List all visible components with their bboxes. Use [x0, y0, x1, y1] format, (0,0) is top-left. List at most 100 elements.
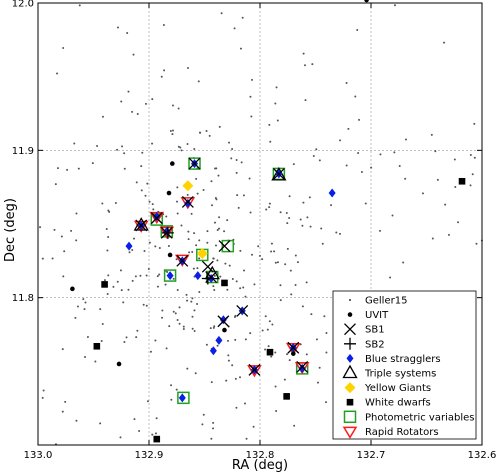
geller15-point	[112, 285, 115, 288]
geller15-point	[299, 343, 302, 346]
geller15-point	[225, 379, 228, 382]
geller15-point	[317, 381, 320, 384]
geller15-point	[198, 239, 201, 242]
geller15-point	[147, 267, 150, 270]
geller15-point	[273, 250, 276, 253]
geller15-point	[194, 372, 197, 375]
photometric-variable-point	[188, 157, 201, 170]
geller15-point	[101, 323, 104, 326]
white-dwarf-point	[283, 393, 290, 400]
geller15-point	[135, 336, 138, 339]
blue-straggler-point	[153, 212, 161, 222]
geller15-point	[196, 192, 199, 195]
x-tick-label: 132.8	[246, 450, 275, 461]
geller15-point	[231, 277, 234, 280]
geller15-point	[162, 24, 165, 27]
geller15-point	[42, 389, 45, 392]
photometric-variable-point	[221, 239, 235, 253]
geller15-point	[39, 226, 42, 229]
geller15-point	[177, 107, 180, 110]
geller15-point	[161, 316, 164, 319]
geller15-point	[289, 269, 292, 272]
geller15-point	[61, 348, 64, 351]
geller15-point	[186, 142, 189, 145]
geller15-point	[66, 168, 69, 171]
geller15-point	[101, 115, 104, 118]
geller15-point	[212, 427, 215, 430]
geller15-point	[216, 344, 219, 347]
geller15-point	[217, 174, 220, 177]
geller15-point	[201, 423, 204, 426]
geller15-point	[82, 298, 85, 301]
geller15-point	[249, 332, 252, 335]
geller15-point	[133, 418, 136, 421]
geller15-point	[70, 229, 73, 232]
geller15-point	[60, 235, 63, 238]
geller15-point	[128, 251, 131, 254]
uvit-point	[222, 327, 227, 333]
geller15-point	[283, 378, 286, 381]
blue-straggler-point	[346, 353, 354, 363]
geller15-point	[190, 300, 193, 303]
geller15-point	[212, 326, 215, 329]
geller15-point	[158, 247, 161, 250]
geller15-point	[356, 28, 359, 31]
geller15-point	[170, 398, 173, 401]
geller15-point	[218, 216, 221, 219]
sb1-point	[218, 240, 231, 253]
geller15-point	[197, 80, 200, 83]
geller15-point	[169, 129, 172, 132]
geller15-point	[315, 338, 318, 341]
geller15-point	[84, 301, 87, 304]
geller15-point	[236, 194, 239, 197]
blue-straggler-point	[125, 241, 133, 251]
uvit-point	[70, 286, 75, 292]
geller15-point	[304, 99, 307, 102]
legend-label-rr: Rapid Rotators	[365, 427, 439, 438]
yellow-giant-point	[182, 180, 194, 192]
geller15-point	[151, 433, 154, 436]
geller15-point	[264, 348, 267, 351]
geller15-point	[244, 338, 247, 341]
legend-label-wd: White dwarfs	[365, 398, 431, 409]
geller15-point	[443, 41, 446, 44]
white-dwarf-point	[346, 398, 354, 406]
geller15-point	[325, 332, 328, 335]
geller15-point	[136, 113, 139, 116]
geller15-point	[140, 165, 143, 168]
geller15-point	[252, 425, 255, 428]
sb1-point	[287, 341, 300, 354]
x-tick-label: 132.6	[468, 450, 497, 461]
legend-item-bss: Blue stragglers	[346, 353, 441, 365]
geller15-point	[228, 141, 231, 144]
geller15-point	[176, 288, 179, 291]
geller15-point	[393, 151, 396, 154]
geller15-point	[234, 338, 237, 341]
geller15-point	[228, 264, 231, 267]
geller15-point	[75, 239, 78, 242]
geller15-point	[178, 306, 181, 309]
geller15-point	[357, 151, 360, 154]
geller15-point	[453, 158, 456, 161]
geller15-point	[133, 237, 136, 240]
uvit-point	[364, 0, 369, 3]
geller15-point	[167, 245, 170, 248]
rapid-rotator-point	[342, 426, 358, 439]
y-tick-label: 11.8	[12, 293, 34, 304]
geller15-point	[230, 157, 233, 160]
geller15-point	[347, 127, 350, 130]
geller15-point	[174, 312, 177, 315]
geller15-point	[268, 202, 271, 205]
geller15-point	[226, 219, 229, 222]
geller15-point	[105, 228, 108, 231]
legend-label-bss: Blue stragglers	[365, 354, 441, 365]
legend-label-yg: Yellow Giants	[364, 383, 431, 394]
white-dwarf-point	[221, 279, 228, 287]
geller15-point	[96, 145, 99, 148]
geller15-point	[454, 185, 457, 188]
geller15-point	[339, 139, 342, 142]
geller15-point	[215, 244, 218, 247]
geller15-point	[131, 110, 134, 113]
geller15-point	[389, 276, 392, 279]
geller15-point	[276, 119, 279, 122]
